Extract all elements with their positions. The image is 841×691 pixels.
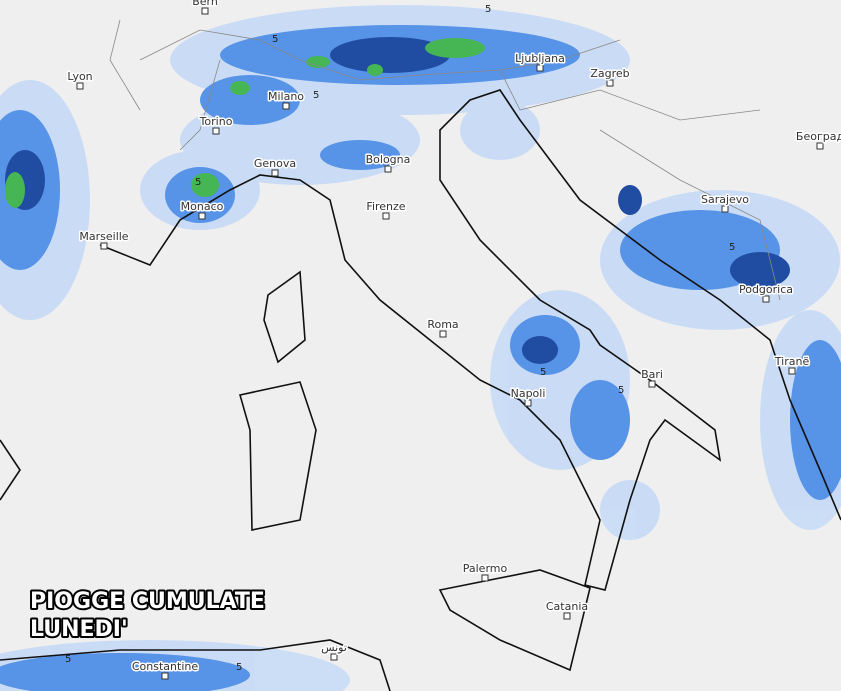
contour-label: 5 bbox=[195, 177, 201, 188]
city-label: تونس bbox=[321, 641, 347, 654]
city-label: Palermo bbox=[463, 562, 508, 575]
contour-label: 5 bbox=[729, 242, 735, 253]
city-label: Tiranë bbox=[774, 355, 810, 368]
city-label: Roma bbox=[427, 318, 458, 331]
city-marker bbox=[161, 672, 169, 680]
city-label: Monaco bbox=[181, 200, 224, 213]
city-marker bbox=[481, 574, 489, 582]
city-marker bbox=[271, 169, 279, 177]
city-marker bbox=[282, 102, 290, 110]
city-marker bbox=[536, 64, 544, 72]
city-marker bbox=[201, 7, 209, 15]
city-label: Bari bbox=[641, 368, 663, 381]
contour-label: 5 bbox=[618, 385, 624, 396]
city-marker bbox=[788, 367, 796, 375]
coastlines bbox=[0, 89, 841, 691]
city-marker bbox=[384, 165, 392, 173]
city-marker bbox=[382, 212, 390, 220]
city-label: Catania bbox=[546, 600, 588, 613]
city-label: Milano bbox=[268, 90, 304, 103]
contour-label: 5 bbox=[540, 367, 546, 378]
city-marker bbox=[762, 295, 770, 303]
contour-label: 5 bbox=[313, 90, 319, 101]
city-label: Torino bbox=[199, 115, 233, 128]
borders bbox=[109, 19, 781, 301]
city-label: Zagreb bbox=[590, 67, 629, 80]
contour-label: 5 bbox=[236, 662, 242, 673]
city-label: Podgorica bbox=[739, 283, 793, 296]
city-label: Marseille bbox=[79, 230, 128, 243]
city-marker bbox=[524, 399, 532, 407]
city-marker bbox=[330, 653, 338, 661]
city-marker bbox=[721, 205, 729, 213]
contour-label: 5 bbox=[272, 34, 278, 45]
city-marker bbox=[606, 79, 614, 87]
city-marker bbox=[439, 330, 447, 338]
city-marker bbox=[648, 380, 656, 388]
city-label: Bern bbox=[192, 0, 218, 8]
city-label: Genova bbox=[254, 157, 296, 170]
city-label: Sarajevo bbox=[701, 193, 749, 206]
contour-label: 5 bbox=[65, 654, 71, 665]
map-title: LUNEDI' bbox=[30, 617, 128, 642]
map-title: PIOGGE CUMULATE bbox=[30, 589, 265, 614]
city-label: Firenze bbox=[366, 200, 405, 213]
city-marker bbox=[76, 82, 84, 90]
city-marker bbox=[816, 142, 824, 150]
city-label: Београд bbox=[796, 130, 841, 143]
city-label: Constantine bbox=[132, 660, 198, 673]
city-label: Napoli bbox=[511, 387, 546, 400]
city-marker bbox=[198, 212, 206, 220]
contour-label: 5 bbox=[485, 4, 491, 15]
city-label: Lyon bbox=[67, 70, 92, 83]
city-label: Ljubljana bbox=[515, 52, 565, 65]
rain-areas bbox=[0, 5, 841, 691]
contour-labels: 5 5 5 5 5 5 5 5 5 bbox=[65, 4, 735, 673]
city-marker bbox=[563, 612, 571, 620]
city-marker bbox=[212, 127, 220, 135]
city-marker bbox=[100, 242, 108, 250]
city-label: Bologna bbox=[366, 153, 411, 166]
cities: Bern Lyon Milano Torino Genova Bologna Monaco M… bbox=[66, 0, 841, 680]
